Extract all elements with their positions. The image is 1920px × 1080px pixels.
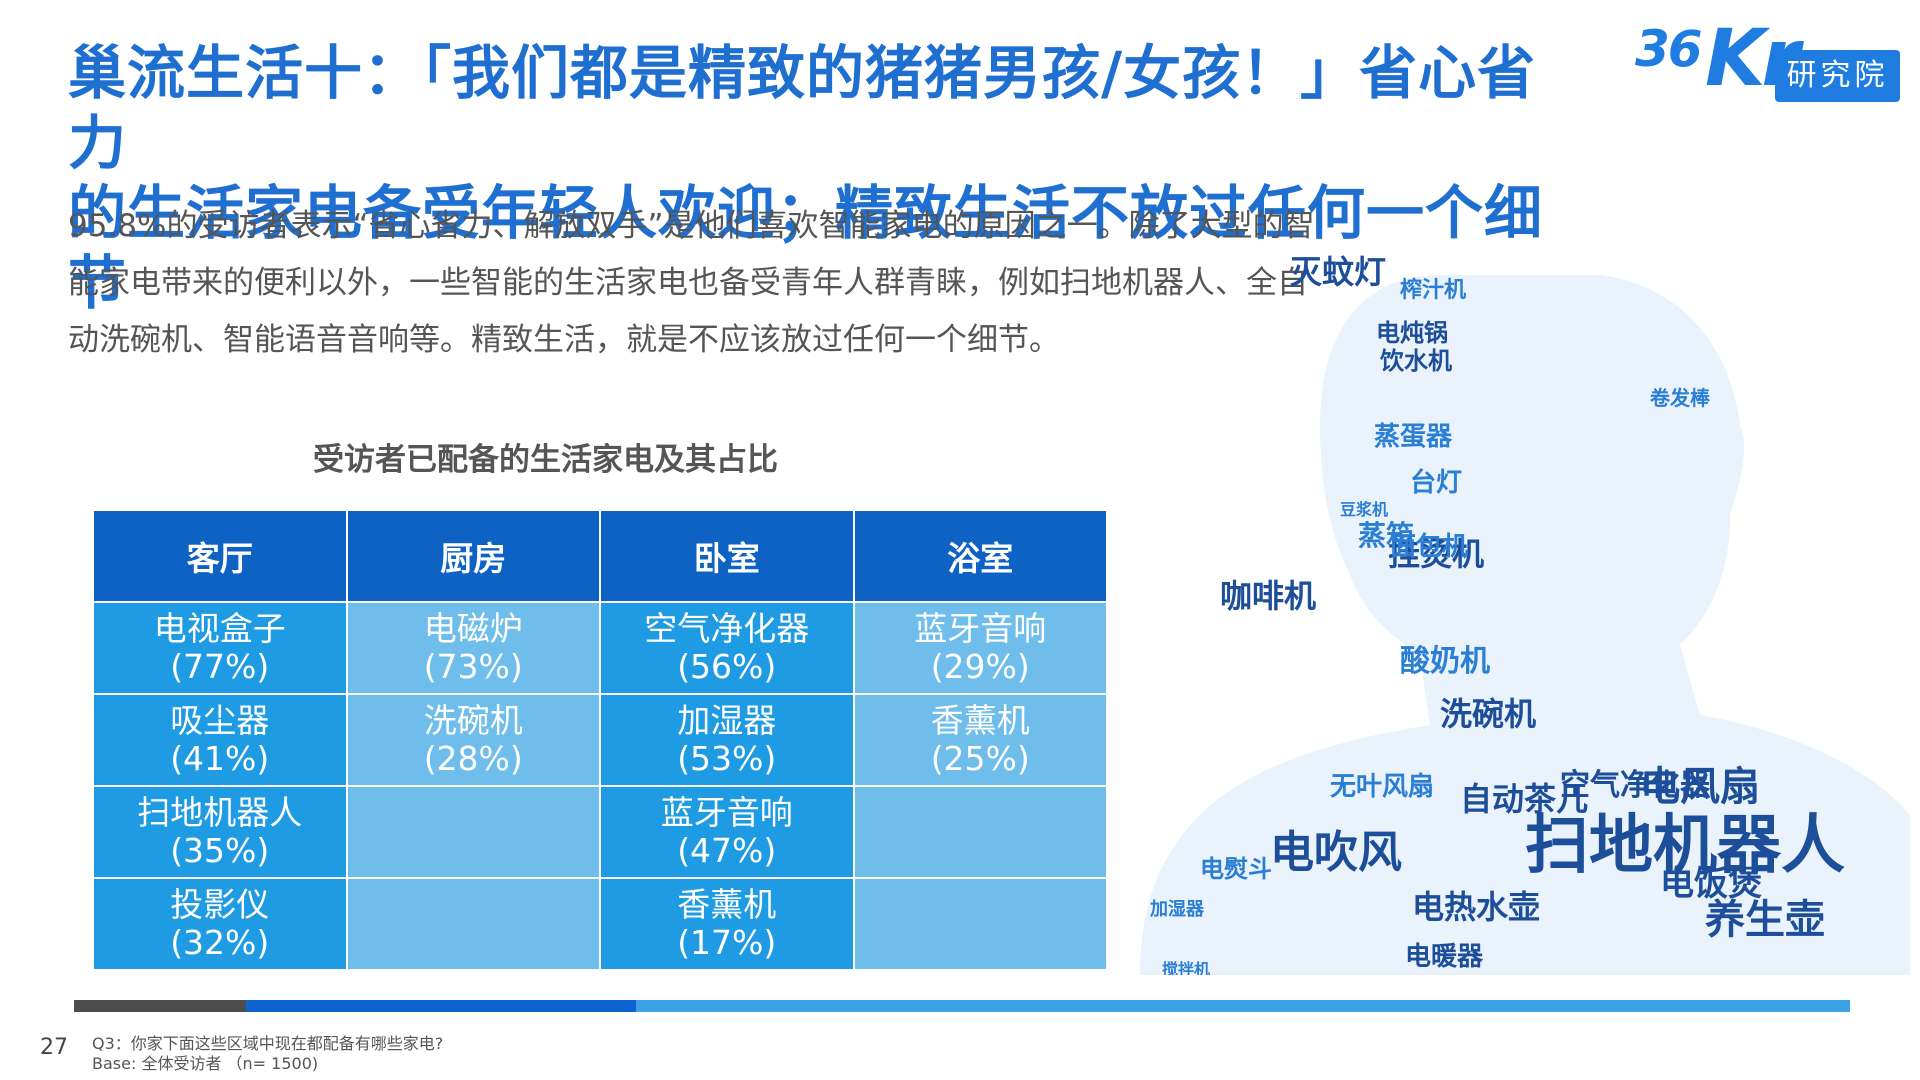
footnote-question: Q3：你家下面这些区域中现在都配备有哪些家电? bbox=[92, 1034, 444, 1053]
table-cell: 吸尘器 (41%) bbox=[92, 693, 348, 787]
header-bathroom: 浴室 bbox=[852, 509, 1108, 603]
divider-segment bbox=[246, 1000, 636, 1012]
table-cell: 电视盒子 (77%) bbox=[92, 601, 348, 695]
table-row: 电视盒子 (77%) 电磁炉 (73%) 空气净化器 (56%) 蓝牙音响 (29%) bbox=[92, 601, 1108, 695]
footer-divider bbox=[74, 1000, 1850, 1012]
cell-item: 吸尘器 bbox=[170, 701, 270, 740]
wordcloud-word: 酸奶机 bbox=[1400, 644, 1490, 679]
cell-pct: (41%) bbox=[170, 739, 270, 778]
wordcloud-word: 加湿器 bbox=[1149, 899, 1205, 920]
divider-segment bbox=[636, 1000, 1850, 1012]
portrait-silhouette bbox=[1140, 275, 1910, 975]
cell-pct: (35%) bbox=[170, 831, 270, 870]
divider-segment bbox=[74, 1000, 246, 1012]
page-title: 巢流生活十：「我们都是精致的猪猪男孩/女孩！」省心省力 的生活家电备受年轻人欢迎… bbox=[68, 38, 1568, 318]
header-living-room: 客厅 bbox=[92, 509, 348, 603]
wordcloud-word: 扫地机器人 bbox=[1525, 809, 1845, 883]
cell-pct: (25%) bbox=[930, 739, 1030, 778]
table-header-row: 客厅 厨房 卧室 浴室 bbox=[92, 509, 1108, 603]
wordcloud-word: 电饭煲 bbox=[1660, 864, 1762, 904]
table-cell: 香薰机 (17%) bbox=[599, 877, 855, 971]
footnote-base: Base: 全体受访者 （n= 1500) bbox=[92, 1054, 319, 1073]
table-row: 吸尘器 (41%) 洗碗机 (28%) 加湿器 (53%) 香薰机 (25%) bbox=[92, 693, 1108, 787]
wordcloud-word: 卷发棒 bbox=[1650, 386, 1711, 410]
cell-item: 扫地机器人 bbox=[137, 793, 303, 832]
wordcloud-word: 面包机 bbox=[1390, 531, 1468, 562]
title-line-1: 巢流生活十：「我们都是精致的猪猪男孩/女孩！」省心省力 bbox=[68, 39, 1537, 177]
table-cell bbox=[852, 785, 1108, 879]
table-cell: 加湿器 (53%) bbox=[599, 693, 855, 787]
footnote: Q3：你家下面这些区域中现在都配备有哪些家电? Base: 全体受访者 （n= … bbox=[92, 1034, 443, 1074]
wordcloud-word: 灭蚊灯 bbox=[1290, 255, 1386, 291]
wordcloud-word: 豆浆机 bbox=[1340, 500, 1388, 519]
cell-item: 投影仪 bbox=[170, 885, 270, 924]
cell-pct: (29%) bbox=[930, 647, 1030, 686]
cell-item: 香薰机 bbox=[677, 885, 777, 924]
cell-item: 电磁炉 bbox=[423, 609, 523, 648]
wordcloud-word: 搅拌机 bbox=[1162, 960, 1210, 975]
table-row: 扫地机器人 (35%) 蓝牙音响 (47%) bbox=[92, 785, 1108, 879]
table-cell: 投影仪 (32%) bbox=[92, 877, 348, 971]
header-kitchen: 厨房 bbox=[345, 509, 601, 603]
table-cell: 蓝牙音响 (47%) bbox=[599, 785, 855, 879]
wordcloud-word: 电热水壶 bbox=[1412, 888, 1540, 926]
cell-item: 电视盒子 bbox=[153, 609, 286, 648]
table-cell bbox=[345, 877, 601, 971]
header-bedroom: 卧室 bbox=[599, 509, 855, 603]
table-cell bbox=[345, 785, 601, 879]
table-cell: 蓝牙音响 (29%) bbox=[852, 601, 1108, 695]
cell-item: 香薰机 bbox=[930, 701, 1030, 740]
brand-logo: 36 Kr 研究院 bbox=[1635, 14, 1905, 104]
wordcloud-word: 蒸箱 bbox=[1358, 519, 1414, 552]
cell-pct: (17%) bbox=[677, 923, 777, 962]
table-cell: 香薰机 (25%) bbox=[852, 693, 1108, 787]
cell-pct: (32%) bbox=[170, 923, 270, 962]
wordcloud-word: 无叶风扇 bbox=[1330, 771, 1434, 802]
wordcloud-word: 蒸蛋器 bbox=[1374, 422, 1453, 452]
cell-pct: (28%) bbox=[423, 739, 523, 778]
wordcloud-word: 养生壶 bbox=[1705, 897, 1825, 943]
cell-item: 加湿器 bbox=[677, 701, 777, 740]
wordcloud-word: 台灯 bbox=[1410, 467, 1462, 498]
cell-pct: (53%) bbox=[677, 739, 777, 778]
cell-pct: (56%) bbox=[677, 647, 777, 686]
logo-label: 研究院 bbox=[1775, 50, 1900, 102]
wordcloud-word: 洗碗机 bbox=[1440, 695, 1536, 733]
wordcloud-word: 咖啡机 bbox=[1220, 577, 1316, 615]
cell-item: 空气净化器 bbox=[644, 609, 810, 648]
table-cell: 扫地机器人 (35%) bbox=[92, 785, 348, 879]
table-cell: 洗碗机 (28%) bbox=[345, 693, 601, 787]
wordcloud-word: 自动茶几 bbox=[1460, 780, 1588, 818]
wordcloud-word: 电风扇 bbox=[1640, 764, 1760, 810]
table-title: 受访者已配备的生活家电及其占比 bbox=[313, 442, 778, 478]
table-cell bbox=[852, 877, 1108, 971]
appliance-table: 客厅 厨房 卧室 浴室 电视盒子 (77%) 电磁炉 (73%) 空气净化器 (56%… bbox=[92, 509, 1108, 971]
wordcloud-word: 饮水机 bbox=[1379, 347, 1452, 375]
wordcloud-word: 电吹风 bbox=[1270, 827, 1402, 878]
title-line-2: 的生活家电备受年轻人欢迎；精致生活不放过任何一个细节 bbox=[68, 179, 1544, 317]
logo-36-text: 36 bbox=[1635, 20, 1703, 78]
wordcloud-word: 电熨斗 bbox=[1200, 855, 1272, 883]
table-cell: 电磁炉 (73%) bbox=[345, 601, 601, 695]
cell-item: 蓝牙音响 bbox=[660, 793, 793, 832]
cell-item: 蓝牙音响 bbox=[914, 609, 1047, 648]
cell-pct: (73%) bbox=[423, 647, 523, 686]
wordcloud-word: 榨汁机 bbox=[1400, 277, 1466, 303]
table-row: 投影仪 (32%) 香薰机 (17%) bbox=[92, 877, 1108, 971]
cell-pct: (77%) bbox=[170, 647, 270, 686]
intro-paragraph: 95.8%的受访者表示“省心省力、解放双手”是他们喜欢智能家电的原因之一。除了大… bbox=[68, 208, 1315, 358]
cell-pct: (47%) bbox=[677, 831, 777, 870]
wordcloud-word: 挂烫机 bbox=[1388, 535, 1484, 573]
wordcloud-word: 电炖锅 bbox=[1376, 319, 1448, 347]
cell-item: 洗碗机 bbox=[423, 701, 523, 740]
page-number: 27 bbox=[40, 1035, 68, 1060]
wordcloud-word: 电暖器 bbox=[1405, 942, 1484, 972]
table-cell: 空气净化器 (56%) bbox=[599, 601, 855, 695]
wordcloud-word: 空气净化器 bbox=[1560, 768, 1711, 803]
